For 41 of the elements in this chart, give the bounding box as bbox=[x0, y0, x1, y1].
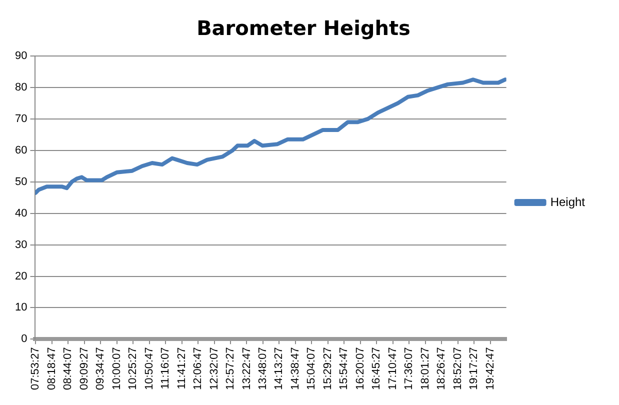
x-tick-label: 11:16:07 bbox=[160, 347, 172, 390]
x-tick-label: 10:00:07 bbox=[110, 347, 123, 390]
x-tick-label: 18:01:27 bbox=[419, 347, 432, 390]
y-tick-label: 90 bbox=[14, 50, 28, 62]
x-tick-label: 08:18:47 bbox=[46, 347, 58, 390]
y-tick-label: 50 bbox=[14, 176, 28, 188]
x-tick-label: 18:26:47 bbox=[436, 347, 448, 390]
y-tick-label: 80 bbox=[14, 81, 28, 94]
x-tick-label: 10:50:47 bbox=[143, 347, 156, 390]
y-tick-label: 20 bbox=[14, 270, 28, 282]
x-tick-label: 12:32:07 bbox=[208, 347, 220, 390]
x-tick-label: 18:52:07 bbox=[452, 347, 464, 390]
x-tick-label: 15:29:27 bbox=[322, 347, 334, 390]
x-tick-label: 11:41:27 bbox=[176, 347, 188, 390]
x-tick-label: 15:04:07 bbox=[306, 347, 318, 390]
x-tick-label: 19:17:27 bbox=[468, 347, 480, 390]
x-tick-label: 19:42:47 bbox=[484, 347, 496, 390]
x-tick-label: 16:45:27 bbox=[370, 347, 383, 390]
legend-label: Height bbox=[550, 194, 586, 209]
y-tick-label: 10 bbox=[14, 302, 28, 314]
x-tick-label: 13:48:07 bbox=[256, 347, 269, 390]
x-tick-label: 17:10:47 bbox=[386, 347, 399, 390]
x-tick-label: 12:06:47 bbox=[192, 347, 204, 390]
y-tick-label: 60 bbox=[14, 144, 28, 156]
x-tick-label: 09:34:47 bbox=[94, 347, 107, 390]
x-tick-label: 12:57:27 bbox=[224, 347, 237, 390]
x-tick-label: 15:54:47 bbox=[338, 347, 350, 390]
y-tick-label: 0 bbox=[21, 333, 28, 346]
x-tick-label: 07:53:27 bbox=[30, 347, 42, 390]
y-tick-label: 70 bbox=[14, 112, 28, 125]
x-tick-label: 13:22:47 bbox=[240, 347, 253, 390]
x-tick-label: 16:20:07 bbox=[354, 347, 366, 390]
x-tick-label: 09:09:27 bbox=[78, 347, 90, 390]
x-tick-label: 14:38:47 bbox=[289, 347, 302, 390]
x-tick-label: 17:36:07 bbox=[403, 347, 416, 390]
chart-title: Barometer Heights bbox=[196, 16, 410, 40]
y-tick-label: 30 bbox=[14, 238, 28, 251]
x-tick-label: 08:44:07 bbox=[62, 347, 74, 390]
x-tick-label: 10:25:27 bbox=[127, 347, 140, 390]
y-tick-label: 40 bbox=[14, 207, 28, 220]
x-tick-label: 14:13:27 bbox=[273, 347, 286, 390]
